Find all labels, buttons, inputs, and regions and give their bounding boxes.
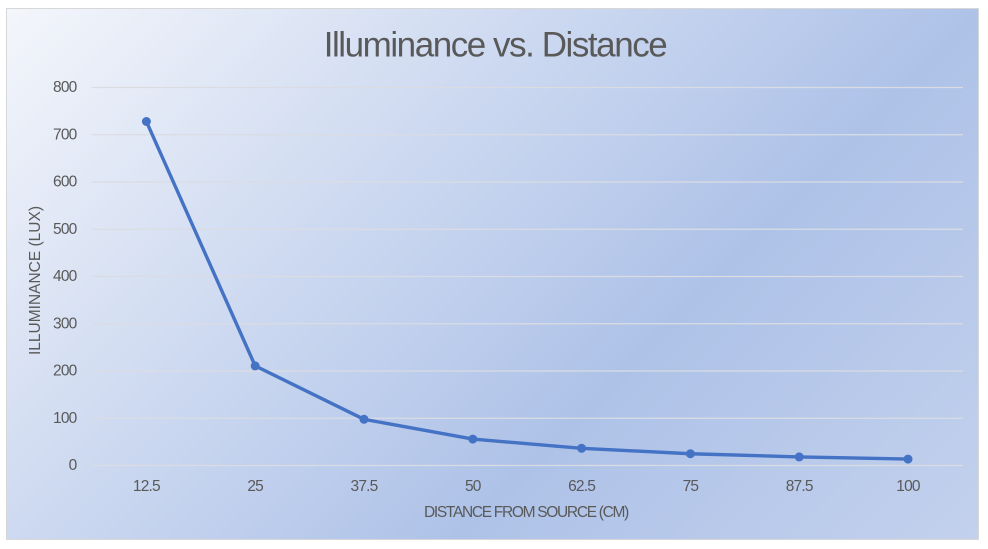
- svg-text:50: 50: [465, 478, 482, 495]
- svg-text:300: 300: [53, 315, 78, 332]
- svg-text:87.5: 87.5: [786, 478, 813, 495]
- svg-text:37.5: 37.5: [351, 478, 378, 495]
- svg-text:Illuminance vs. Distance: Illuminance vs. Distance: [324, 25, 667, 64]
- svg-text:100: 100: [896, 478, 921, 495]
- svg-text:DISTANCE FROM SOURCE (CM): DISTANCE FROM SOURCE (CM): [424, 504, 629, 521]
- svg-text:62.5: 62.5: [568, 478, 595, 495]
- svg-text:100: 100: [53, 410, 78, 427]
- svg-text:600: 600: [53, 174, 78, 191]
- svg-text:700: 700: [53, 126, 78, 143]
- svg-text:200: 200: [53, 363, 78, 380]
- svg-text:12.5: 12.5: [133, 478, 160, 495]
- svg-text:25: 25: [247, 478, 263, 495]
- svg-text:75: 75: [683, 478, 699, 495]
- svg-text:0: 0: [69, 457, 78, 474]
- svg-text:500: 500: [53, 221, 78, 238]
- svg-text:800: 800: [53, 79, 78, 96]
- svg-text:400: 400: [53, 268, 78, 285]
- svg-text:ILLUMINANCE (LUX): ILLUMINANCE (LUX): [27, 206, 44, 355]
